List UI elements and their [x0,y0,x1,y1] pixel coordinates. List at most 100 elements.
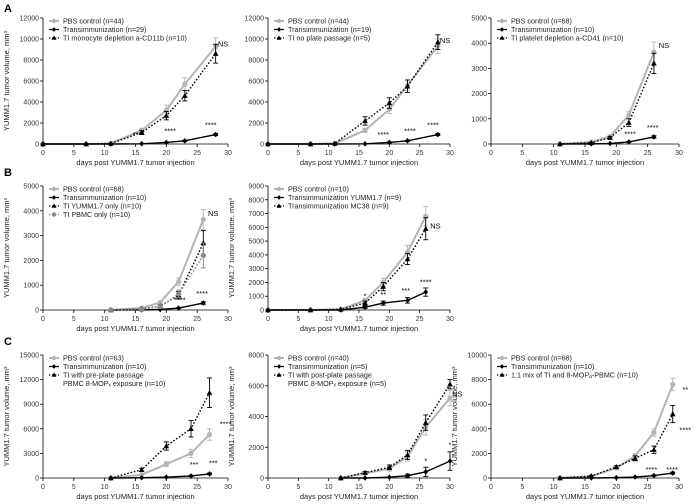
legend-label: Transimmunization YUMM1.7 (n=9) [288,193,401,202]
y-tick-label: 6000 [248,383,264,390]
legend-marker [499,355,505,361]
x-tick-label: 5 [296,316,300,323]
series-line [43,53,217,145]
series-3 [40,43,219,147]
significance-label: NS [440,36,450,45]
data-point [632,474,638,480]
series-line [43,45,217,145]
x-axis-label: days post YUMM1.7 tumor injection [76,492,194,501]
series-2 [557,134,657,147]
data-point [607,134,613,140]
x-tick-label: 5 [72,484,76,491]
y-axis-label: YUMM1.7 tumor volume, mm³ [227,366,236,467]
legend: PBS control (n=44)Transimmunization (n=1… [274,17,371,43]
data-point [163,139,169,146]
series-2 [338,451,453,481]
y-tick-label: 0 [483,142,487,149]
legend-marker [499,18,505,24]
x-tick-label: 10 [550,484,558,491]
data-point [138,466,145,472]
legend-marker [499,372,505,377]
data-point [338,475,344,481]
series-2 [108,300,206,313]
series-line [110,433,211,479]
series-2 [108,471,212,481]
panel-letter-c: C [4,336,12,348]
x-axis-label: days post YUMM1.7 tumor injection [76,324,194,333]
y-tick-label: 0 [483,476,487,483]
legend-label: Transimmunization (n=10) [63,362,146,371]
significance-label: **** [666,465,678,474]
y-axis-label: YUMM1.7 tumor volume, mm³ [2,366,11,467]
significance-label: **** [647,123,659,132]
x-tick-label: 5 [72,150,76,157]
series-3 [557,52,657,147]
data-point [188,425,194,431]
legend-label: PBS control (n=68) [63,185,124,194]
x-tick-label: 5 [296,150,300,157]
legend-label: Transimmunization (n=19) [288,25,371,34]
data-point [331,140,338,146]
y-tick-label: 1000 [23,283,39,290]
data-point [405,472,410,479]
x-axis-label: days post YUMM1.7 tumor injection [526,158,644,167]
legend-marker [51,212,57,217]
data-point [163,461,169,467]
data-point [588,473,595,479]
y-tick-label: 1000 [248,294,264,301]
series-3 [108,377,213,481]
legend-marker [51,372,57,377]
series-line [559,51,655,145]
data-point [265,141,271,147]
y-tick-label: 10000 [245,37,265,44]
data-point [83,141,89,147]
data-point [207,471,212,477]
significance-label: NS [430,222,440,231]
y-tick-label: 2000 [23,121,39,128]
data-point [422,225,429,231]
x-tick-label: 10 [550,150,558,157]
series-4 [108,242,206,313]
data-point [613,463,620,470]
data-point [200,252,206,259]
series-1 [108,428,213,481]
y-tick-label: 15000 [20,353,40,360]
y-tick-label: 2000 [248,280,264,287]
data-point [670,470,676,476]
x-tick-label: 20 [162,316,170,323]
legend: PBS control (n=68)Transimmunization (n=1… [497,354,638,380]
data-point [557,141,563,147]
x-tick-label: 0 [41,484,45,491]
chart-2: 0 2000 4000 6000 8000 10000 12000 0 5 10 15 20 25 30 d… [245,16,454,168]
significance-label: **** [377,130,389,139]
data-point [176,278,182,285]
y-tick-label: 0 [35,308,39,315]
legend-marker [52,195,56,200]
data-point [163,474,169,480]
data-point [447,395,453,401]
significance-label: **** [624,129,636,138]
data-point [182,81,188,87]
data-point [651,429,657,436]
x-axis-label: days post YUMM1.7 tumor injection [300,158,418,167]
legend: PBS control (n=68)Transimmunization (n=1… [497,17,623,43]
data-point [404,256,411,262]
legend-marker [276,372,282,377]
legend: PBS control (n=10)Transimmunization YUMM… [274,185,401,211]
legend-marker [276,18,282,24]
legend-label: PBMC 8-MOPₓ exposure (n=10) [63,379,165,388]
y-tick-label: 0 [35,142,39,149]
x-axis-label: days post YUMM1.7 tumor injection [300,324,418,333]
legend-marker [277,195,281,200]
data-point [607,140,613,147]
data-point [362,140,368,147]
significance-label: *** [190,460,199,469]
y-tick-label: 5000 [248,239,264,246]
y-axis-label: YUMM1.7 tumor volume, mm³ [450,366,459,467]
legend-label: TI no plate passage (n=5) [288,34,370,43]
y-tick-label: 9000 [23,402,39,409]
y-tick-label: 4000 [248,414,264,421]
data-point [386,100,393,106]
x-tick-label: 25 [416,484,424,491]
data-point [386,464,393,470]
